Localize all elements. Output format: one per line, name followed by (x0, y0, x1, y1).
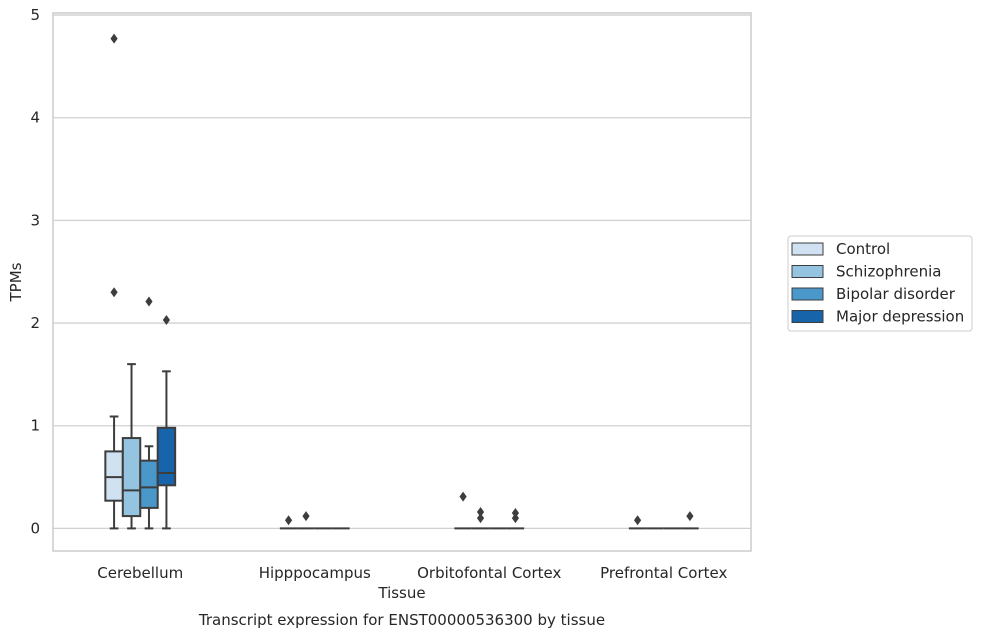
y-tick-label: 5 (30, 6, 40, 24)
box-group (628, 515, 647, 530)
y-tick-labels: 0 1 2 3 4 5 (30, 6, 40, 537)
x-tick-labels: Cerebellum Hipppocampus Orbitofontal Corte… (97, 564, 727, 582)
legend-swatch (791, 287, 824, 301)
outlier-marker (459, 491, 467, 502)
legend-label: Bipolar disorder (836, 285, 956, 303)
box-iqr (139, 459, 159, 509)
legend-swatch (791, 242, 824, 256)
x-tick-label: Orbitofontal Cortex (417, 564, 561, 582)
box-group (454, 491, 472, 530)
legend-label: Major depression (836, 308, 964, 326)
outlier-marker (145, 296, 153, 307)
box-group (506, 508, 525, 530)
box-iqr (156, 426, 177, 487)
box-group (279, 515, 298, 530)
legend-frame (787, 235, 973, 332)
y-tick-label: 4 (30, 109, 40, 127)
outlier-marker (110, 33, 118, 44)
box-iqr (104, 450, 124, 502)
box-group (121, 363, 142, 530)
legend-label: Control (836, 240, 890, 258)
outlier-marker (284, 515, 293, 526)
legend-swatch (791, 265, 824, 278)
boxes-layer (104, 33, 699, 530)
legend-label: Schizophrenia (836, 263, 941, 281)
outlier-marker (511, 508, 520, 519)
y-tick-label: 2 (30, 314, 40, 332)
outlier-marker (476, 506, 485, 517)
x-axis-title: Tissue (377, 584, 425, 602)
x-tick-label: Hipppocampus (259, 564, 371, 582)
y-axis-title: TPMs (7, 262, 25, 302)
box-iqr (121, 437, 142, 518)
y-tick-label: 1 (30, 417, 40, 435)
outlier-marker (302, 511, 310, 522)
box-group (297, 511, 315, 530)
box-group (471, 506, 490, 530)
outlier-marker (110, 287, 118, 298)
legend: Control Schizophrenia Bipolar disorder Majo… (787, 235, 973, 332)
outlier-marker (633, 515, 642, 526)
legend-swatch (791, 310, 824, 323)
chart-caption: Transcript expression for ENST0000053630… (198, 611, 605, 629)
outlier-marker (162, 314, 171, 325)
x-tick-label: Cerebellum (97, 564, 183, 582)
y-tick-label: 0 (30, 519, 40, 537)
box-group (681, 511, 699, 530)
outlier-marker (476, 513, 485, 524)
outlier-marker (511, 513, 520, 524)
box-group (156, 314, 177, 530)
x-tick-label: Prefrontal Cortex (600, 564, 727, 582)
y-tick-label: 3 (30, 211, 40, 229)
outlier-marker (686, 511, 694, 522)
